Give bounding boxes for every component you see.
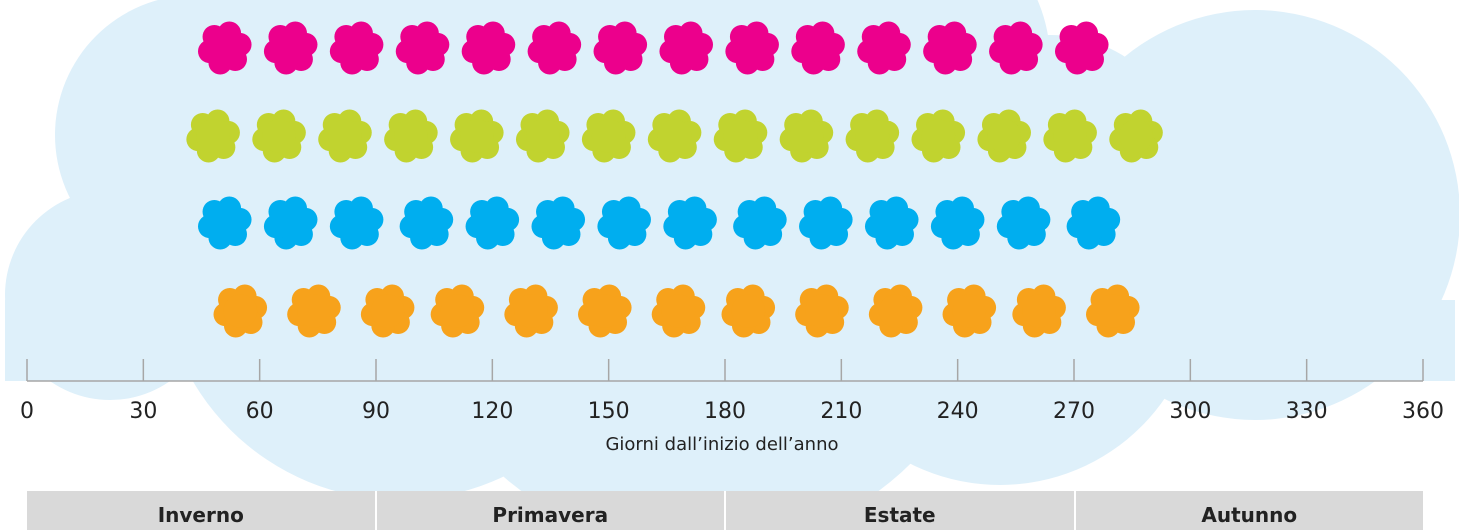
flower-point bbox=[857, 21, 911, 75]
flower-point bbox=[799, 196, 853, 250]
x-tick-label: 30 bbox=[129, 399, 157, 424]
flower-point bbox=[713, 109, 768, 163]
flower-series-3 bbox=[197, 196, 1121, 250]
flower-point bbox=[1109, 109, 1163, 163]
x-tick-label: 180 bbox=[704, 399, 746, 424]
flower-point bbox=[360, 284, 415, 338]
x-tick-label: 0 bbox=[20, 399, 34, 424]
flower-point bbox=[531, 196, 586, 250]
flower-point bbox=[384, 109, 438, 163]
flower-point bbox=[263, 196, 318, 250]
flower-point bbox=[197, 196, 252, 250]
flower-point bbox=[465, 196, 520, 250]
x-tick-label: 90 bbox=[362, 399, 390, 424]
flower-point bbox=[942, 284, 997, 338]
flower-point bbox=[733, 196, 787, 250]
flower-point bbox=[791, 21, 845, 75]
flower-point bbox=[252, 109, 306, 163]
x-tick-label: 210 bbox=[820, 399, 862, 424]
flower-point bbox=[1012, 284, 1066, 338]
flower-point bbox=[213, 284, 268, 338]
flower-point bbox=[318, 109, 372, 163]
x-tick-label: 270 bbox=[1053, 399, 1095, 424]
x-tick-label: 360 bbox=[1402, 399, 1444, 424]
flower-point bbox=[450, 109, 504, 163]
flower-point bbox=[329, 21, 384, 75]
flower-series-4 bbox=[213, 284, 1140, 338]
flower-point bbox=[263, 21, 318, 75]
flower-point bbox=[1054, 21, 1109, 75]
flower-point bbox=[721, 284, 776, 338]
flower-point bbox=[1043, 109, 1097, 163]
flower-point bbox=[597, 196, 651, 250]
season-strip: Inverno Primavera Estate Autunno bbox=[27, 491, 1423, 530]
x-tick-label: 60 bbox=[246, 399, 274, 424]
flower-point bbox=[725, 21, 779, 75]
x-tick-label: 240 bbox=[937, 399, 979, 424]
season-autumn: Autunno bbox=[1075, 491, 1423, 530]
flower-point bbox=[795, 284, 849, 338]
flower-point bbox=[977, 109, 1031, 163]
x-axis: Giorni dall’inizio dell’anno 0 30 60 90 120 1… bbox=[20, 359, 1444, 455]
x-tick-label: 330 bbox=[1286, 399, 1328, 424]
flower-point bbox=[287, 284, 341, 338]
flower-point bbox=[197, 21, 252, 75]
flower-point bbox=[663, 196, 717, 250]
flower-point bbox=[515, 109, 570, 163]
flower-point bbox=[989, 21, 1043, 75]
flower-point bbox=[430, 284, 485, 338]
flower-point bbox=[1086, 284, 1140, 338]
flower-point bbox=[578, 284, 632, 338]
flower-point bbox=[864, 196, 919, 250]
flower-point bbox=[395, 21, 450, 75]
season-winter: Inverno bbox=[27, 491, 375, 530]
x-axis-title: Giorni dall’inizio dell’anno bbox=[605, 434, 838, 455]
flower-point bbox=[593, 21, 648, 75]
flower-point bbox=[651, 284, 706, 338]
flower-point bbox=[659, 21, 713, 75]
flower-point bbox=[868, 284, 923, 338]
flower-series-1 bbox=[197, 21, 1109, 75]
flower-point bbox=[504, 284, 558, 338]
flower-point bbox=[996, 196, 1051, 250]
flower-point bbox=[461, 21, 516, 75]
flower-point bbox=[186, 109, 240, 163]
flower-point bbox=[779, 109, 834, 163]
x-tick-label: 300 bbox=[1169, 399, 1211, 424]
season-spring: Primavera bbox=[376, 491, 724, 530]
flower-series-2 bbox=[186, 109, 1163, 163]
flower-point bbox=[329, 196, 384, 250]
flower-point bbox=[923, 21, 977, 75]
x-tick-label: 120 bbox=[471, 399, 513, 424]
flower-point bbox=[581, 109, 636, 163]
flower-point bbox=[1066, 196, 1121, 250]
flower-point bbox=[527, 21, 582, 75]
flower-point bbox=[647, 109, 702, 163]
flower-series-layer bbox=[186, 21, 1163, 338]
flower-point bbox=[930, 196, 985, 250]
x-tick-label: 150 bbox=[588, 399, 630, 424]
flower-point bbox=[911, 109, 966, 163]
season-summer: Estate bbox=[726, 491, 1074, 530]
flower-point bbox=[399, 196, 454, 250]
flower-point bbox=[845, 109, 900, 163]
